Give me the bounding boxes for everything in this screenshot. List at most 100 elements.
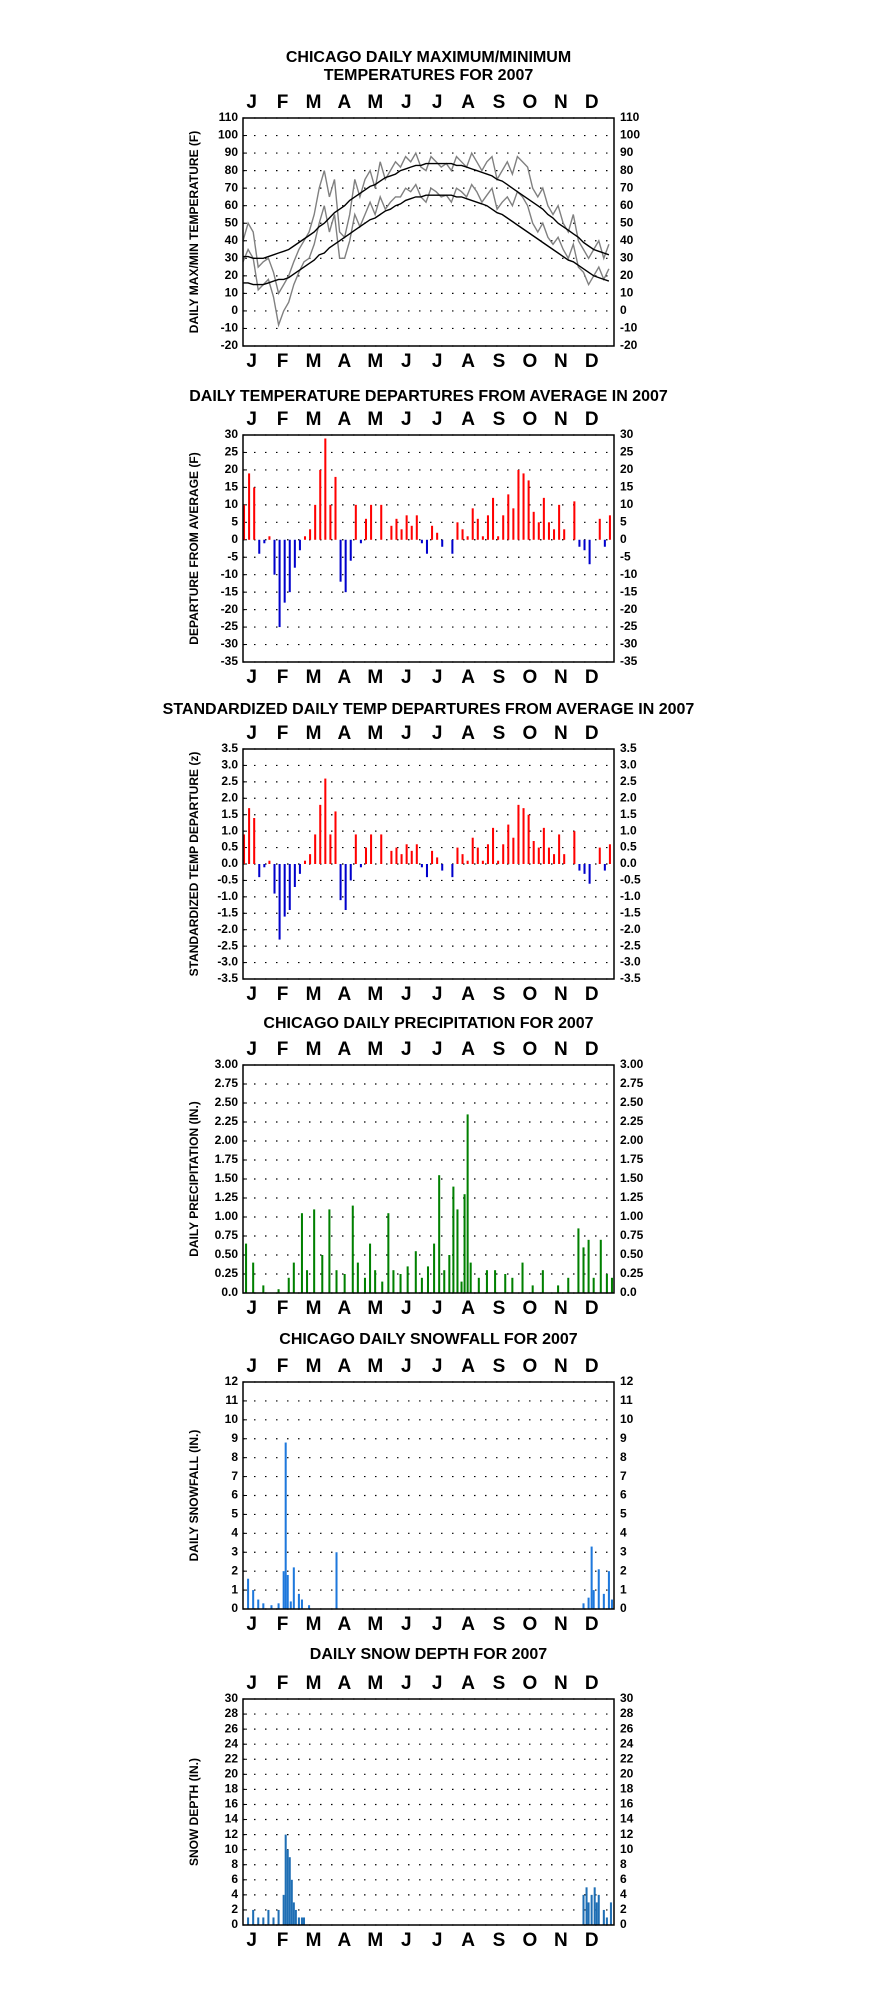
month-label-top: S [493, 723, 506, 744]
month-label-bottom: M [306, 1298, 322, 1319]
bar [609, 1902, 612, 1925]
bar [298, 539, 301, 551]
month-label-bottom: A [338, 1298, 352, 1319]
bar [263, 539, 266, 544]
bar [448, 1255, 451, 1293]
month-label-top: S [493, 92, 506, 113]
chart-title: CHICAGO DAILY SNOWFALL FOR 2007 [279, 1331, 578, 1348]
month-label-bottom: J [246, 1298, 257, 1319]
y-tick-label-right: 12 [620, 1827, 634, 1841]
y-tick-label: -20 [221, 338, 239, 352]
bar [583, 864, 586, 874]
month-label-bottom: A [338, 667, 352, 688]
y-tick-label-right: 1.75 [620, 1152, 644, 1166]
bar [461, 854, 464, 864]
month-label-top: J [401, 92, 412, 113]
bar [405, 844, 408, 864]
bar [314, 504, 317, 540]
y-axis-label: DEPARTURE FROM AVERAGE (F) [187, 452, 201, 644]
bar [414, 1251, 417, 1293]
month-label-top: J [432, 1039, 443, 1060]
y-tick-label-right: 9 [620, 1431, 627, 1445]
y-tick-label-right: 60 [620, 198, 634, 212]
bar [492, 827, 495, 864]
month-label-bottom: O [523, 667, 538, 688]
y-tick-label-right: -25 [620, 619, 638, 633]
bar [532, 511, 535, 540]
bar [582, 1247, 585, 1293]
month-label-bottom: D [585, 1298, 599, 1319]
bar [466, 860, 469, 864]
bar [433, 1243, 436, 1293]
bar [252, 1590, 255, 1609]
month-label-bottom: F [277, 1930, 289, 1951]
bar [577, 1228, 580, 1293]
bar [486, 844, 489, 864]
bar [349, 539, 352, 561]
y-tick-label-right: 40 [620, 233, 634, 247]
month-label-bottom: D [585, 1930, 599, 1951]
bar [507, 824, 510, 864]
y-tick-label-right: 0 [620, 532, 627, 546]
month-label-bottom: J [401, 351, 412, 372]
bar [563, 854, 566, 864]
bar [349, 864, 352, 881]
bar [290, 1879, 293, 1925]
bar [343, 1274, 346, 1293]
y-tick-label-right: 1.5 [620, 807, 637, 821]
y-tick-label: 0.0 [221, 856, 238, 870]
y-axis-label: DAILY SNOWFALL (IN.) [187, 1430, 201, 1562]
bar [441, 864, 444, 871]
bar [431, 525, 434, 540]
y-tick-label: 1.0 [221, 823, 238, 837]
bar [605, 1917, 608, 1925]
bar [532, 841, 535, 864]
y-tick-label: 12 [225, 1374, 239, 1388]
y-tick-label-right: 2.5 [620, 774, 637, 788]
y-tick-label: 80 [225, 163, 239, 177]
bar [578, 539, 581, 547]
y-tick-label: 3.00 [215, 1057, 239, 1071]
month-label-bottom: M [367, 351, 383, 372]
bar [471, 837, 474, 864]
y-tick-label-right: -0.5 [620, 873, 641, 887]
bar [456, 1209, 459, 1293]
chart-title: TEMPERATURES FOR 2007 [324, 67, 534, 84]
y-tick-label: 6 [231, 1872, 238, 1886]
month-label-top: M [367, 723, 383, 744]
bar [344, 864, 347, 910]
bar [578, 864, 581, 871]
bar [563, 529, 566, 540]
month-label-top: M [306, 409, 322, 430]
y-tick-label-right: -10 [620, 321, 638, 335]
month-label-top: J [246, 1356, 257, 1377]
bar [602, 1909, 605, 1925]
y-tick-label-right: 3.00 [620, 1057, 644, 1071]
bar [451, 539, 454, 554]
bar [481, 536, 484, 540]
y-tick-label: -25 [221, 619, 239, 633]
bar [420, 539, 423, 544]
month-label-bottom: N [554, 667, 568, 688]
bar [253, 487, 256, 540]
bar [268, 536, 271, 540]
y-tick-label: 60 [225, 198, 239, 212]
month-label-bottom: J [401, 1930, 412, 1951]
bar [410, 525, 413, 540]
month-label-top: A [461, 1673, 475, 1694]
month-label-bottom: D [585, 351, 599, 372]
month-label-bottom: J [432, 1930, 443, 1951]
month-label-bottom: J [401, 984, 412, 1005]
month-label-top: S [493, 1356, 506, 1377]
month-label-top: J [432, 1673, 443, 1694]
month-label-top: M [306, 723, 322, 744]
y-tick-label: 70 [225, 180, 239, 194]
bar [537, 522, 540, 540]
month-label-top: N [554, 92, 568, 113]
bar [426, 1266, 430, 1293]
bar [553, 529, 556, 540]
bar [273, 864, 276, 894]
month-label-top: N [554, 1039, 568, 1060]
y-tick-label: -15 [221, 584, 239, 598]
y-tick-label: 10 [225, 497, 239, 511]
